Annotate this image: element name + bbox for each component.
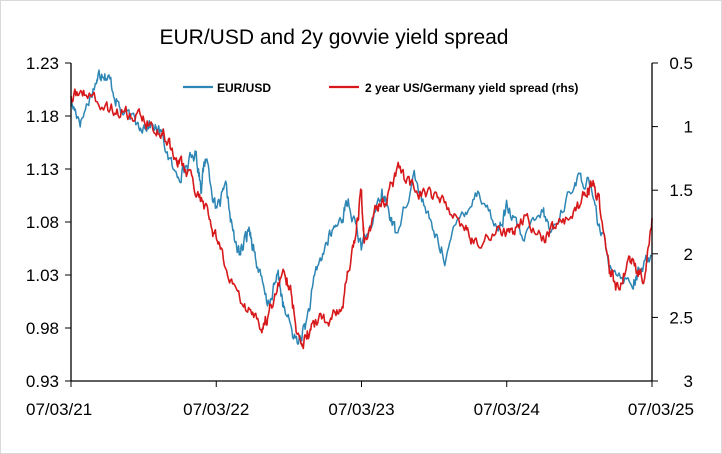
left-tick-label: 0.98 bbox=[26, 319, 59, 338]
series-layer bbox=[70, 69, 653, 350]
right-tick-label: 2 bbox=[684, 245, 693, 264]
x-tick-label: 07/03/23 bbox=[328, 400, 394, 419]
x-tick-label: 07/03/24 bbox=[474, 400, 540, 419]
left-tick-label: 1.13 bbox=[26, 160, 59, 179]
right-tick-label: 0.5 bbox=[669, 54, 693, 73]
legend: EUR/USD 2 year US/Germany yield spread (r… bbox=[183, 81, 578, 95]
left-tick-label: 1.23 bbox=[26, 54, 59, 73]
right-tick-label: 3 bbox=[684, 372, 693, 391]
x-tick-label: 07/03/22 bbox=[183, 400, 249, 419]
right-tick-label: 1 bbox=[684, 118, 693, 137]
right-tick-label: 2.5 bbox=[669, 308, 693, 327]
legend-label-1: 2 year US/Germany yield spread (rhs) bbox=[365, 81, 578, 95]
x-tick-label: 07/03/21 bbox=[26, 400, 92, 419]
left-tick-label: 0.93 bbox=[26, 372, 59, 391]
legend-label-0: EUR/USD bbox=[217, 81, 271, 95]
series-line-0 bbox=[70, 69, 652, 345]
left-tick-label: 1.08 bbox=[26, 213, 59, 232]
left-tick-label: 1.18 bbox=[26, 107, 59, 126]
axes-layer: 1.23 1.18 1.13 1.08 1.03 0.98 0.93 0.5 1 1.5 2 2.5 3… bbox=[26, 54, 694, 419]
right-tick-label: 1.5 bbox=[669, 181, 693, 200]
series-line-1 bbox=[70, 88, 653, 350]
chart-title: EUR/USD and 2y govvie yield spread bbox=[159, 26, 508, 49]
left-tick-label: 1.03 bbox=[26, 266, 59, 285]
x-tick-label: 07/03/25 bbox=[628, 400, 694, 419]
